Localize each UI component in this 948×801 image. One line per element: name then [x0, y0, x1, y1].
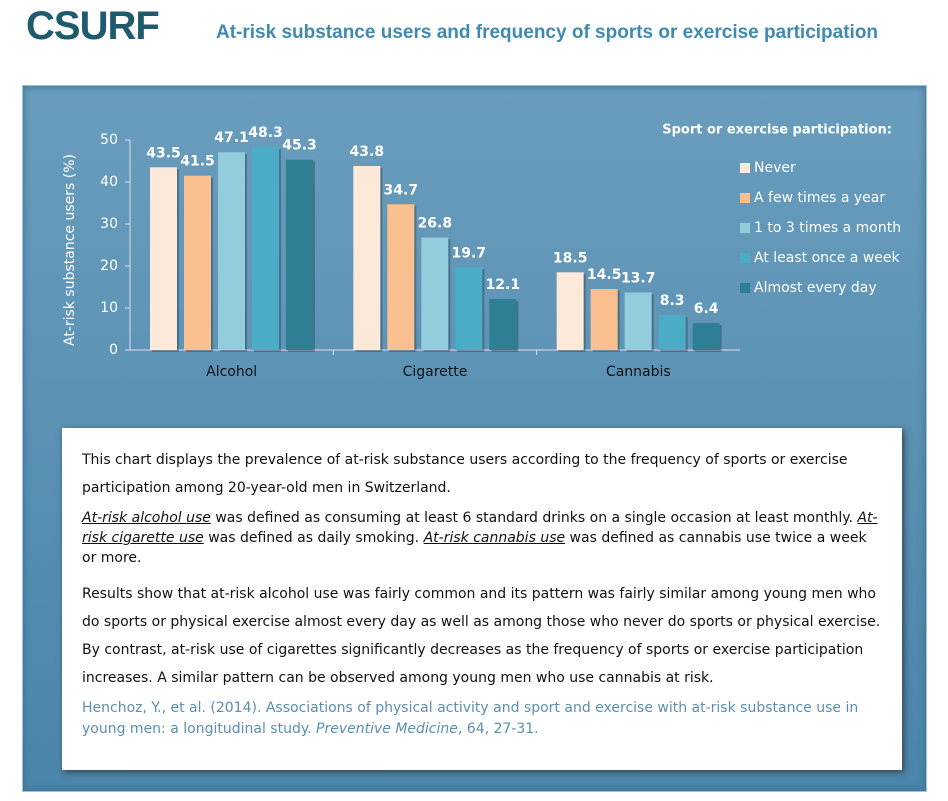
data-label: 8.3: [660, 293, 685, 309]
term: At-risk alcohol use: [82, 510, 211, 526]
x-tick-label: Alcohol: [206, 364, 257, 380]
journal: Preventive Medicine: [316, 721, 458, 737]
bar: [286, 159, 313, 350]
x-tick-label: Cigarette: [403, 364, 468, 380]
legend-title: Sport or exercise participation:: [662, 123, 892, 138]
y-tick-label: 0: [109, 342, 118, 358]
legend-label: Never: [754, 160, 796, 176]
bar: [455, 267, 483, 350]
bar: [692, 323, 720, 350]
data-label: 12.1: [486, 277, 521, 293]
data-label: 34.7: [384, 182, 419, 198]
legend-swatch: [740, 193, 750, 203]
term: At-risk cigarette use: [82, 510, 878, 546]
logo: CSURF: [26, 4, 160, 48]
description: This chart displays the prevalence of at…: [62, 428, 902, 770]
legend-label: A few times a year: [754, 190, 885, 206]
data-label: 43.8: [350, 144, 385, 160]
bar: [252, 147, 279, 350]
y-tick-label: 10: [100, 300, 118, 316]
y-tick-label: 20: [100, 258, 118, 274]
paragraph: This chart displays the prevalence of at…: [82, 452, 848, 496]
bar: [421, 237, 449, 350]
paragraph: Results show that at-risk alcohol use wa…: [82, 586, 881, 686]
bar: [556, 272, 584, 350]
legend-label: 1 to 3 times a month: [754, 220, 901, 236]
data-label: 45.3: [282, 138, 317, 154]
text: was defined as daily smoking.: [203, 530, 424, 546]
data-label: 19.7: [452, 245, 487, 261]
text: , 64, 27-31.: [457, 721, 539, 737]
bar: [658, 315, 686, 350]
legend-swatch: [740, 223, 750, 233]
data-label: 48.3: [248, 125, 283, 141]
legend-swatch: [740, 283, 750, 293]
citation: Henchoz, Y., et al. (2014). Associations…: [82, 698, 882, 740]
page-title: At-risk substance users and frequency of…: [216, 22, 879, 43]
data-label: 41.5: [180, 154, 215, 170]
bar: [624, 292, 652, 350]
chart: 0 10 20 30 40 50 At-risk substance users (%) Al…: [62, 123, 901, 380]
legend-label: At least once a week: [754, 250, 900, 266]
x-tick-label: Cannabis: [606, 364, 671, 380]
text: Henchoz, Y., et al. (2014). Associations…: [82, 700, 859, 737]
data-label: 47.1: [214, 130, 249, 146]
text: was defined as consuming at least 6 stan…: [210, 510, 858, 526]
bar: [387, 204, 415, 350]
bar: [489, 299, 517, 350]
bar: [218, 152, 245, 350]
bar: [590, 289, 618, 350]
y-tick-label: 40: [100, 174, 118, 190]
y-axis-label: At-risk substance users (%): [62, 154, 78, 346]
data-label: 14.5: [587, 267, 622, 283]
term: At-risk cannabis use: [423, 530, 566, 546]
y-tick-label: 30: [100, 216, 118, 232]
bar: [184, 175, 211, 350]
data-label: 43.5: [146, 145, 181, 161]
legend-label: Almost every day: [754, 280, 877, 296]
data-label: 6.4: [694, 301, 719, 317]
data-label: 13.7: [621, 270, 656, 286]
paragraph: At-risk alcohol use was defined as consu…: [82, 508, 882, 568]
bar: [353, 166, 381, 350]
bar: [150, 167, 177, 350]
legend-swatch: [740, 163, 750, 173]
legend-swatch: [740, 253, 750, 263]
text: was defined as cannabis use twice a week…: [82, 530, 867, 566]
y-tick-label: 50: [100, 132, 118, 148]
data-label: 26.8: [418, 215, 453, 231]
data-label: 18.5: [553, 250, 588, 266]
